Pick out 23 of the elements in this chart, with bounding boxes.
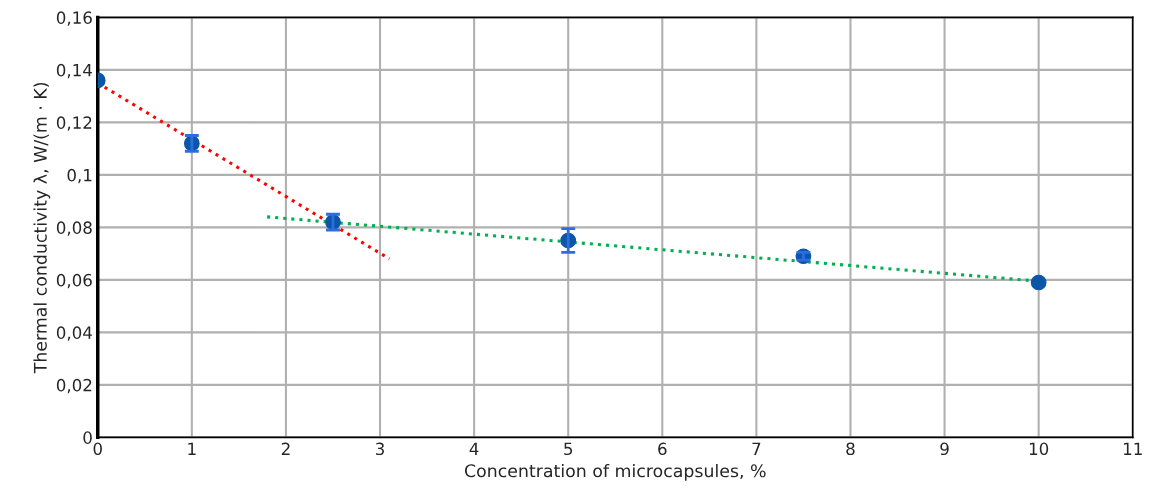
x-tick-label: 9 [940,442,949,456]
y-tick-label: 0,1 [67,168,92,184]
y-axis-title: Thermal conductivity λ, W/(m · K) [33,82,51,374]
x-tick-label: 0 [93,442,102,456]
x-tick-label: 2 [281,442,290,455]
x-tick-label: 7 [752,442,761,455]
x-tick-label: 11 [1123,442,1142,455]
x-tick-label: 3 [375,442,384,456]
x-tick-label: 6 [658,442,667,456]
y-tick-label: 0,14 [56,63,92,79]
x-tick-label: 8 [846,442,855,456]
y-tick-label: 0,12 [56,116,92,131]
y-tick-label: 0,04 [56,326,92,341]
x-tick-label: 4 [469,442,479,455]
y-tick-label: 0,06 [56,273,92,289]
x-tick-label: 1 [188,442,196,455]
x-tick-label: 5 [564,442,573,456]
x-axis-title: Concentration of microcapsules, % [464,463,766,481]
y-tick-label: 0,16 [56,11,92,26]
y-tick-label: 0,08 [56,221,92,236]
y-tick-label: 0,02 [56,378,92,394]
y-tick-label: 0 [83,431,92,444]
x-tick-label: 10 [1029,442,1049,456]
